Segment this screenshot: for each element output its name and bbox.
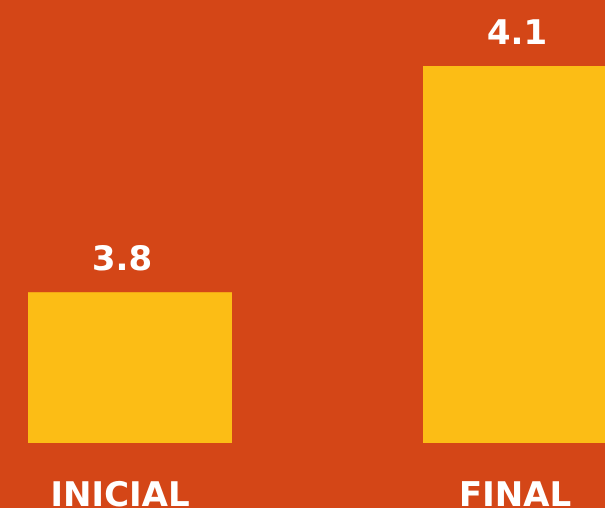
value-labels-group: 3.8 4.1 [92,13,547,279]
bars-group [28,66,605,443]
value-label-inicial: 3.8 [92,239,152,279]
category-label-final: FINAL [459,475,571,508]
category-label-inicial: INICIAL [50,475,189,508]
category-labels-group: INICIAL FINAL [50,475,571,508]
bar-inicial [28,292,232,443]
value-label-final: 4.1 [487,13,547,53]
bar-final [423,66,605,443]
